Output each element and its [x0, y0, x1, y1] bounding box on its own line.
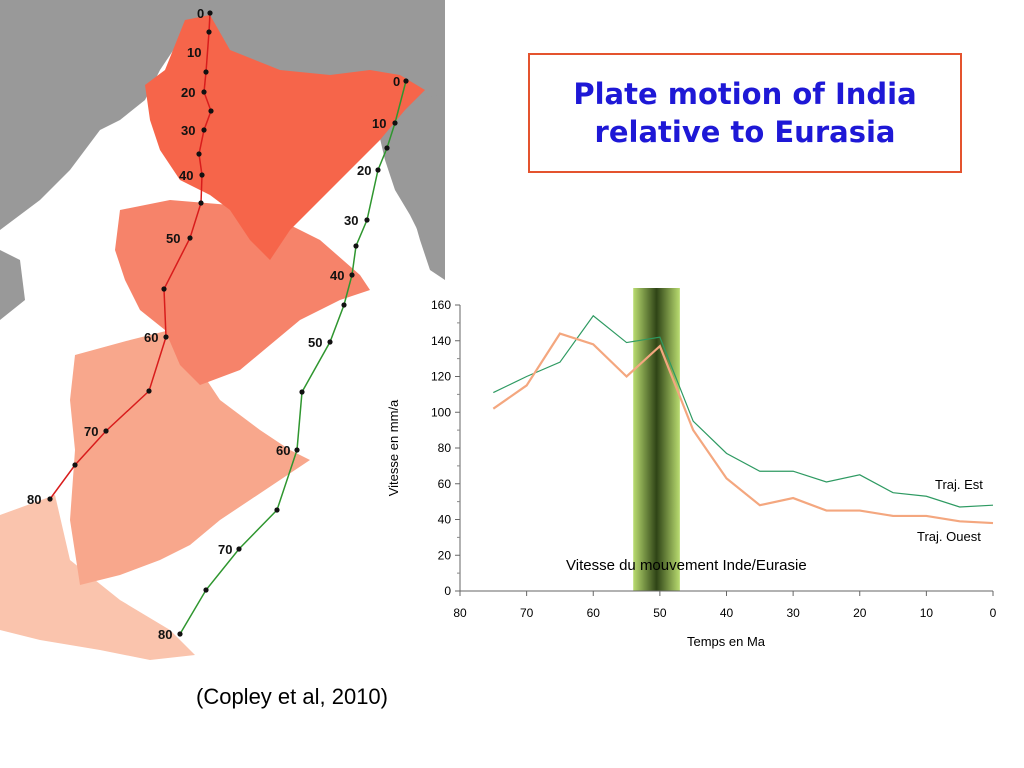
east-label-60: 60: [276, 443, 290, 458]
west-track-dot: [208, 108, 214, 114]
west-track-dot: [103, 428, 109, 434]
y-tick-label: 160: [431, 298, 451, 312]
x-tick-label: 70: [520, 606, 534, 620]
east-track-dot: [203, 587, 209, 593]
east-label-80: 80: [158, 627, 172, 642]
west-label-50: 50: [166, 231, 180, 246]
east-label-70: 70: [218, 542, 232, 557]
y-tick-label: 20: [438, 548, 452, 562]
west-track-dot: [198, 200, 204, 206]
east-label-10: 10: [372, 116, 386, 131]
india-0ma: [145, 15, 425, 260]
east-track-dot: [384, 145, 390, 151]
west-track-dot: [163, 334, 169, 340]
east-track-dot: [236, 546, 242, 552]
y-tick-label: 100: [431, 405, 451, 419]
x-tick-label: 10: [920, 606, 934, 620]
series-line-traj-est: [493, 314, 994, 508]
west-track-dot: [201, 89, 207, 95]
east-track-dot: [353, 243, 359, 249]
west-label-10: 10: [187, 45, 201, 60]
west-label-0: 0: [197, 6, 204, 21]
y-tick-label: 40: [438, 513, 452, 527]
east-track-dot: [341, 302, 347, 308]
east-track-dot: [403, 78, 409, 84]
x-axis-label: Temps en Ma: [687, 634, 766, 649]
west-track-dot: [161, 286, 167, 292]
east-label-50: 50: [308, 335, 322, 350]
x-tick-label: 0: [990, 606, 997, 620]
west-track-dot: [72, 462, 78, 468]
x-tick-label: 80: [453, 606, 467, 620]
title-box: Plate motion of India relative to Eurasi…: [528, 53, 962, 173]
india-40ma: [115, 200, 370, 385]
east-label-20: 20: [357, 163, 371, 178]
west-track-dot: [201, 127, 207, 133]
india-80ma: [0, 495, 195, 660]
east-track-dot: [349, 272, 355, 278]
west-label-80: 80: [27, 492, 41, 507]
y-tick-label: 60: [438, 477, 452, 491]
x-tick-label: 60: [587, 606, 601, 620]
x-tick-label: 50: [653, 606, 667, 620]
legend-traj-ouest: Traj. Ouest: [917, 529, 981, 544]
land-east-coast: [392, 95, 445, 280]
east-track-dot: [299, 389, 305, 395]
east-track-dot: [294, 447, 300, 453]
west-label-30: 30: [181, 123, 195, 138]
highlight-band: [633, 288, 680, 591]
east-label-30: 30: [344, 213, 358, 228]
y-tick-label: 80: [438, 441, 452, 455]
west-track-dot: [146, 388, 152, 394]
west-track-dot: [206, 29, 212, 35]
west-track-dot: [199, 172, 205, 178]
chart-title: Vitesse du mouvement Inde/Eurasie: [566, 557, 807, 574]
y-axis-label: Vitesse en mm/a: [386, 399, 401, 496]
west-track-dot: [203, 69, 209, 75]
land-north: [0, 0, 445, 250]
east-track-dot: [392, 120, 398, 126]
y-tick-label: 120: [431, 370, 451, 384]
west-track-dot: [207, 10, 213, 16]
east-track-dot: [177, 631, 183, 637]
west-track-dot: [187, 235, 193, 241]
land-west: [0, 250, 25, 320]
series-line-traj-ouest: [492, 332, 994, 525]
west-track-line: [49, 12, 212, 500]
east-label-0: 0: [393, 74, 400, 89]
x-tick-label: 40: [720, 606, 734, 620]
citation: (Copley et al, 2010): [196, 684, 388, 709]
slide-title: Plate motion of India relative to Eurasi…: [573, 77, 917, 149]
x-tick-label: 20: [853, 606, 867, 620]
east-track-dot: [274, 507, 280, 513]
plate-motion-map: 0 10 20 30 40 50 60 70 80 0 10 20 30 40 …: [0, 0, 460, 700]
y-tick-label: 0: [444, 584, 451, 598]
west-label-60: 60: [144, 330, 158, 345]
west-track-dot: [47, 496, 53, 502]
east-label-40: 40: [330, 268, 344, 283]
west-label-70: 70: [84, 424, 98, 439]
east-track-dot: [364, 217, 370, 223]
east-track-dot: [375, 167, 381, 173]
east-track-dot: [327, 339, 333, 345]
west-label-40: 40: [179, 168, 193, 183]
west-track-dot: [196, 151, 202, 157]
y-tick-label: 140: [431, 334, 451, 348]
x-tick-label: 30: [786, 606, 800, 620]
legend-traj-est: Traj. Est: [935, 477, 983, 492]
india-60ma: [70, 330, 310, 585]
west-label-20: 20: [181, 85, 195, 100]
